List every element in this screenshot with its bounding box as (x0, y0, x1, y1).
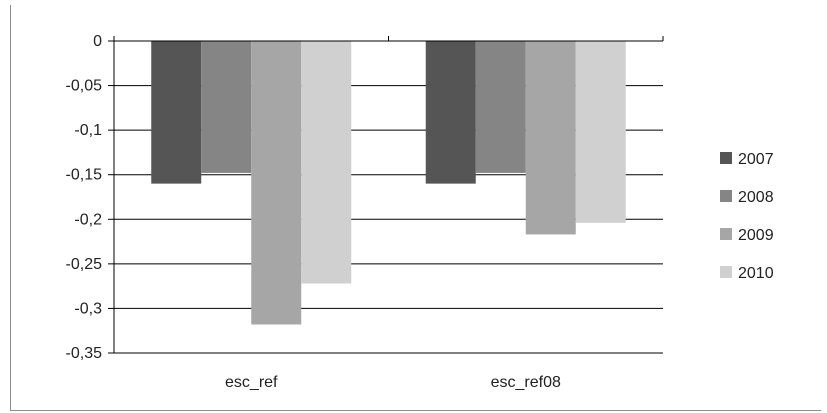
bar-esc_ref-2008 (201, 41, 252, 173)
y-tick-label: -0,25 (66, 256, 103, 273)
legend-label: 2008 (738, 189, 774, 206)
bars (151, 41, 626, 325)
axes (108, 36, 664, 354)
bar-esc_ref-2007 (151, 41, 202, 184)
y-tick-label: -0,2 (74, 211, 102, 228)
y-tick-label: -0,3 (74, 300, 102, 317)
bar-esc_ref-2010 (301, 41, 352, 284)
bar-esc_ref08-2007 (425, 41, 476, 184)
y-tick-label: -0,05 (66, 78, 103, 95)
y-tick-labels: 0 -0,05 -0,1 -0,15 -0,2 -0,25 -0,3 -0,35 (66, 33, 103, 362)
legend-swatch-2008 (720, 190, 732, 202)
legend-label: 2007 (738, 151, 774, 168)
y-tick-label: -0,15 (66, 167, 103, 184)
category-label: esc_ref (225, 374, 278, 391)
chart-frame (10, 5, 821, 411)
bar-esc_ref08-2008 (475, 41, 526, 173)
y-tick-label: -0,1 (74, 122, 102, 139)
bar-esc_ref08-2009 (525, 41, 576, 235)
legend: 2007 2008 2009 2010 (720, 151, 774, 282)
legend-swatch-2010 (720, 266, 732, 278)
bar-esc_ref08-2010 (575, 41, 626, 223)
bar-esc_ref-2009 (251, 41, 302, 325)
legend-swatch-2007 (720, 152, 732, 164)
category-label: esc_ref08 (491, 374, 561, 391)
y-tick-label: -0,35 (66, 345, 103, 362)
legend-swatch-2009 (720, 228, 732, 240)
legend-label: 2009 (738, 227, 774, 244)
legend-label: 2010 (738, 265, 774, 282)
y-tick-label: 0 (93, 33, 102, 50)
category-labels: esc_ref esc_ref08 (225, 374, 561, 391)
